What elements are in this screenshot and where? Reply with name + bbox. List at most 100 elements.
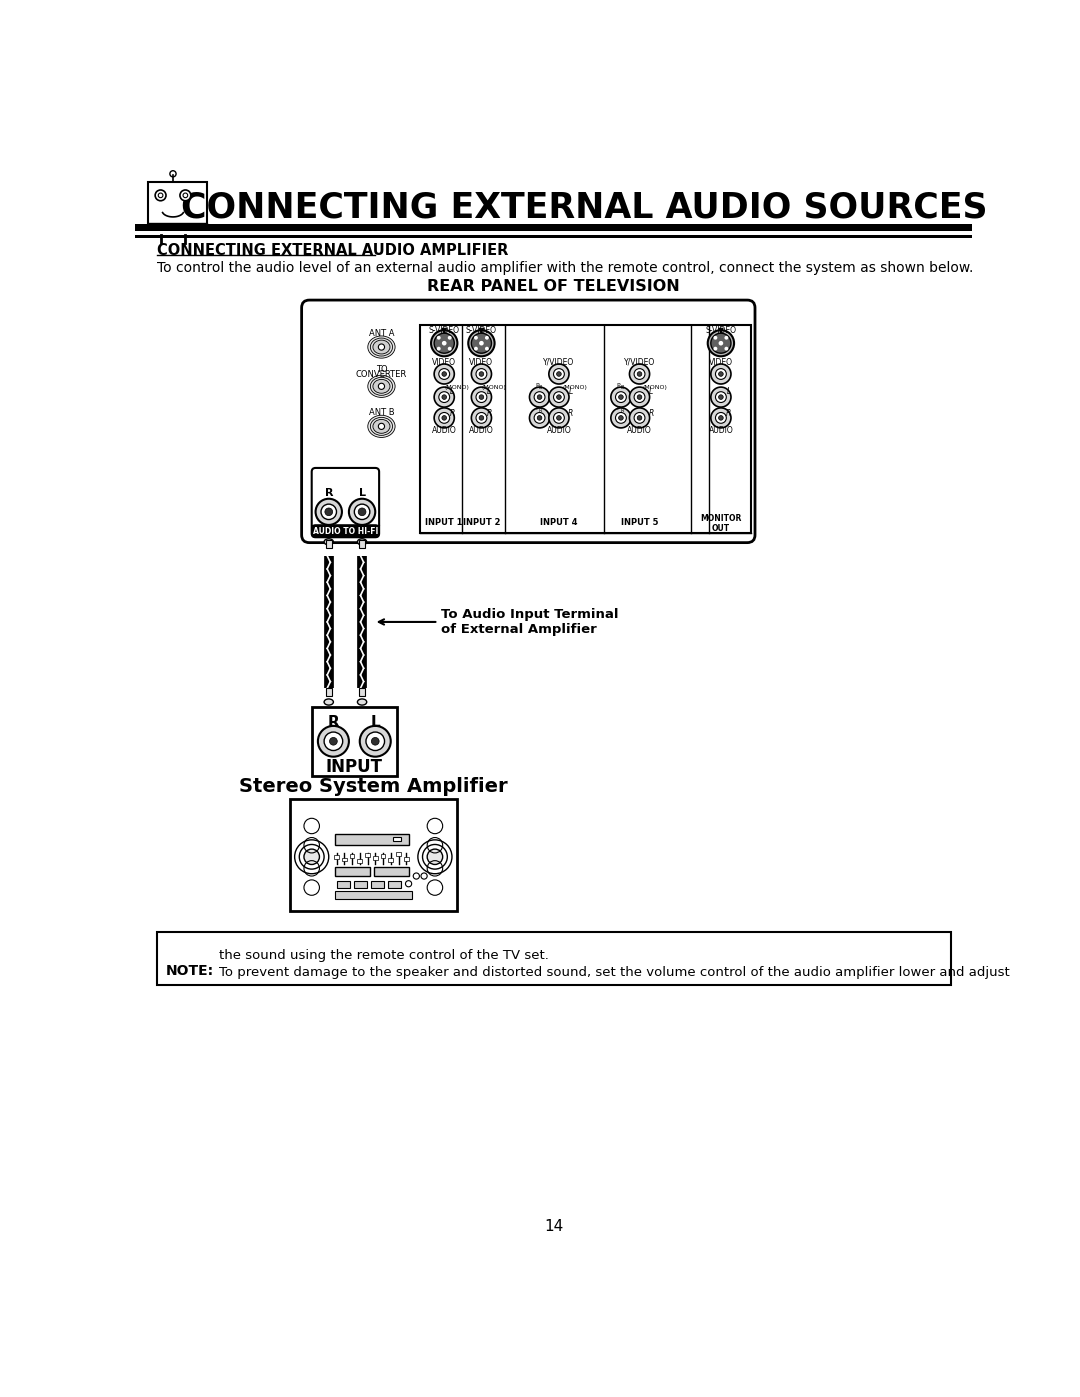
Text: P: P (617, 383, 620, 388)
Circle shape (619, 395, 623, 400)
Text: INPUT 2: INPUT 2 (462, 518, 500, 527)
Circle shape (529, 408, 550, 427)
Circle shape (378, 423, 384, 429)
Bar (291, 799, 457, 911)
Circle shape (471, 365, 491, 384)
Circle shape (619, 415, 623, 420)
Circle shape (295, 840, 328, 873)
Bar (389, 882, 401, 887)
Text: R: R (327, 714, 339, 729)
Circle shape (476, 412, 487, 423)
Circle shape (480, 372, 484, 376)
Circle shape (554, 412, 565, 423)
Circle shape (554, 391, 565, 402)
Circle shape (537, 395, 542, 400)
Text: R: R (487, 409, 491, 418)
Text: the sound using the remote control of the TV set.: the sound using the remote control of th… (218, 949, 549, 963)
Text: VIDEO: VIDEO (470, 358, 494, 367)
Circle shape (714, 346, 717, 351)
Text: AUDIO: AUDIO (469, 426, 494, 436)
Ellipse shape (324, 698, 334, 705)
Text: R: R (726, 409, 731, 418)
FancyBboxPatch shape (312, 525, 379, 538)
Text: INPUT 1: INPUT 1 (426, 518, 463, 527)
Circle shape (630, 365, 649, 384)
Circle shape (634, 412, 645, 423)
Ellipse shape (368, 335, 395, 358)
Ellipse shape (373, 339, 390, 353)
Text: MONITOR
OUT: MONITOR OUT (700, 514, 742, 534)
Circle shape (554, 369, 565, 380)
Text: (MONO): (MONO) (482, 384, 507, 390)
Circle shape (442, 415, 446, 420)
Circle shape (725, 335, 728, 339)
Circle shape (315, 499, 342, 525)
Circle shape (448, 346, 451, 351)
Circle shape (372, 738, 379, 745)
Text: To control the audio level of an external audio amplifier with the remote contro: To control the audio level of an externa… (157, 261, 973, 275)
Circle shape (707, 330, 734, 356)
Circle shape (549, 365, 569, 384)
FancyBboxPatch shape (312, 468, 379, 538)
Circle shape (549, 387, 569, 407)
Circle shape (549, 408, 569, 427)
Bar (354, 882, 367, 887)
Circle shape (611, 408, 631, 427)
Bar (334, 855, 339, 859)
Text: AUDIO: AUDIO (546, 426, 571, 436)
Circle shape (438, 391, 449, 402)
Bar (350, 854, 354, 858)
Circle shape (725, 346, 728, 351)
Bar (135, 224, 972, 231)
Ellipse shape (357, 539, 367, 545)
Circle shape (442, 372, 446, 376)
Text: ANT A: ANT A (368, 328, 394, 338)
Bar (396, 852, 401, 856)
Bar (135, 236, 972, 237)
Bar (337, 882, 350, 887)
Circle shape (428, 849, 443, 865)
Text: R: R (648, 409, 653, 418)
Circle shape (378, 344, 384, 351)
Circle shape (434, 408, 455, 427)
Circle shape (556, 395, 562, 400)
Ellipse shape (370, 418, 392, 436)
Circle shape (711, 408, 731, 427)
Circle shape (715, 412, 727, 423)
Circle shape (718, 415, 724, 420)
Bar (365, 854, 369, 856)
Circle shape (431, 330, 458, 356)
Text: (MONO): (MONO) (444, 384, 469, 390)
Bar (157, 932, 951, 985)
Text: (MONO): (MONO) (643, 384, 667, 390)
Ellipse shape (357, 698, 367, 705)
Text: 14: 14 (544, 1220, 563, 1234)
Text: CONNECTING EXTERNAL AUDIO AMPLIFIER: CONNECTING EXTERNAL AUDIO AMPLIFIER (157, 243, 508, 257)
Text: R: R (568, 409, 573, 418)
Circle shape (637, 395, 642, 400)
Circle shape (634, 391, 645, 402)
Text: P: P (536, 383, 539, 388)
Circle shape (349, 499, 375, 525)
Circle shape (324, 732, 342, 750)
Bar (359, 541, 365, 548)
Text: L: L (450, 387, 454, 397)
Text: ANT B: ANT B (368, 408, 394, 416)
Text: INPUT 5: INPUT 5 (621, 518, 659, 527)
Text: L: L (359, 488, 365, 497)
Bar (420, 326, 751, 534)
Text: P: P (536, 407, 539, 411)
Circle shape (485, 346, 489, 351)
Text: INPUT: INPUT (326, 757, 382, 775)
Bar (342, 858, 347, 862)
Ellipse shape (368, 415, 395, 437)
Text: L: L (649, 387, 653, 397)
Circle shape (378, 383, 384, 390)
Bar (393, 837, 401, 841)
Circle shape (436, 335, 441, 339)
Circle shape (535, 412, 545, 423)
Text: Y/VIDEO: Y/VIDEO (543, 358, 575, 367)
Circle shape (474, 346, 477, 351)
Circle shape (715, 391, 727, 402)
Circle shape (718, 372, 724, 376)
